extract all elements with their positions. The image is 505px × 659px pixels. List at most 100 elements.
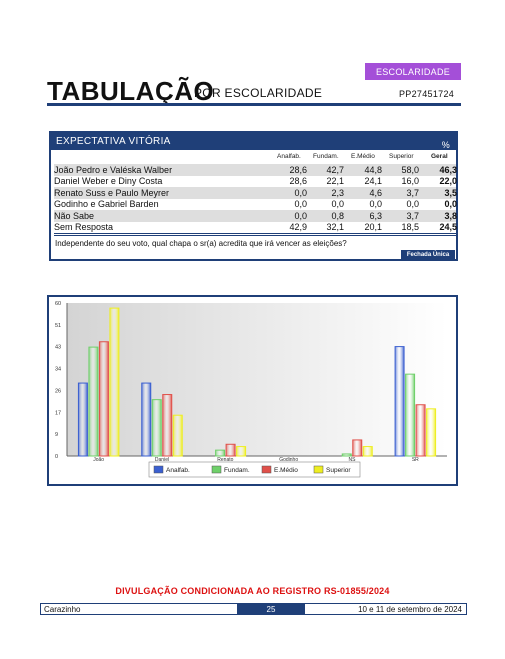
legend-swatch xyxy=(261,465,272,474)
x-tick-label: Renato xyxy=(217,457,233,463)
bar xyxy=(215,449,226,457)
legend-label: Fundam. xyxy=(224,467,250,474)
bar xyxy=(362,446,373,457)
row-geral: 3,5 xyxy=(444,187,457,198)
plot-area xyxy=(67,303,447,456)
x-tick-label: João xyxy=(93,457,104,463)
y-tick-label: 26 xyxy=(55,388,61,394)
row-value: 16,0 xyxy=(401,176,419,187)
row-label: João Pedro e Valéska Walber xyxy=(54,164,173,175)
bar xyxy=(98,341,109,457)
row-value: 3,7 xyxy=(406,187,419,198)
row-label: Não Sabe xyxy=(54,210,95,221)
bar xyxy=(141,382,152,457)
row-geral: 46,3 xyxy=(439,164,457,175)
page-subtitle: POR ESCOLARIDADE xyxy=(194,86,323,100)
row-value: 32,1 xyxy=(326,222,344,233)
registration-disclaimer: DIVULGAÇÃO CONDICIONADA AO REGISTRO RS-0… xyxy=(115,586,390,596)
row-geral: 22,0 xyxy=(439,176,457,187)
bar xyxy=(415,404,426,457)
row-geral: 0,0 xyxy=(444,199,457,210)
bar-chart: 60 51 43 34 26 17 9 0 João Daniel Renato Godinho NS S… xyxy=(47,295,458,486)
legend-box xyxy=(148,461,361,478)
col-head-emedio: E.Médio xyxy=(351,153,375,160)
legend-label: E.Médio xyxy=(274,467,298,474)
legend-label: Analfab. xyxy=(166,467,190,474)
row-value: 0,0 xyxy=(294,210,307,221)
col-head-analfab: Analfab. xyxy=(277,153,301,160)
bar xyxy=(172,414,183,457)
row-label: Renato Suss e Paulo Meyrer xyxy=(54,187,170,198)
bar xyxy=(405,373,416,457)
bar xyxy=(151,399,162,457)
row-value: 0,0 xyxy=(406,199,419,210)
x-tick-label: SR xyxy=(412,457,419,463)
legend-swatch xyxy=(313,465,324,474)
bar xyxy=(394,346,405,457)
footer-date: 10 e 11 de setembro de 2024 xyxy=(358,605,462,614)
footer-city: Carazinho xyxy=(44,605,81,614)
y-tick-label: 0 xyxy=(55,454,58,460)
legend-swatch xyxy=(211,465,222,474)
y-tick-label: 34 xyxy=(55,367,61,373)
bar xyxy=(426,408,437,457)
row-value: 0,0 xyxy=(331,199,344,210)
x-tick-label: Daniel xyxy=(155,457,169,463)
survey-code: PP27451724 xyxy=(399,89,455,99)
question-type-badge: Fechada Única xyxy=(401,250,455,260)
row-geral: 24,5 xyxy=(439,222,457,233)
legend-label: Superior xyxy=(326,467,351,474)
bar xyxy=(236,446,247,457)
bar xyxy=(341,453,352,457)
table-divider xyxy=(54,233,456,234)
table-heading: EXPECTATIVA VITÓRIA % xyxy=(51,133,456,150)
y-tick-label: 17 xyxy=(55,410,61,416)
bar xyxy=(162,394,173,457)
y-tick-label: 60 xyxy=(55,301,61,307)
row-value: 20,1 xyxy=(364,222,382,233)
row-label: Sem Resposta xyxy=(54,222,114,233)
bar-chart-svg: 60 51 43 34 26 17 9 0 João Daniel Renato Godinho NS S… xyxy=(55,301,447,478)
page-footer: Carazinho 25 10 e 11 de setembro de 2024 xyxy=(40,603,467,615)
table-row: Godinho e Gabriel Barden 0,0 0,0 0,0 0,0 0,0 xyxy=(54,199,457,211)
row-value: 42,7 xyxy=(326,164,344,175)
bar xyxy=(88,346,99,457)
row-value: 0,0 xyxy=(294,199,307,210)
row-value: 28,6 xyxy=(289,176,307,187)
bar xyxy=(109,307,120,457)
row-value: 0,8 xyxy=(331,210,344,221)
row-label: Godinho e Gabriel Barden xyxy=(54,199,159,210)
bar xyxy=(225,443,236,457)
row-value: 18,5 xyxy=(401,222,419,233)
y-tick-label: 43 xyxy=(55,345,61,351)
row-value: 0,0 xyxy=(294,187,307,198)
x-tick-label: Godinho xyxy=(279,457,298,463)
row-value: 28,6 xyxy=(289,164,307,175)
table-row: Daniel Weber e Diny Costa 28,6 22,1 24,1 16,… xyxy=(54,176,457,188)
category-badge: ESCOLARIDADE xyxy=(365,63,461,80)
bar xyxy=(352,439,363,457)
table-row: Renato Suss e Paulo Meyrer 0,0 2,3 4,6 3,7 3,… xyxy=(54,187,457,199)
row-value: 6,3 xyxy=(369,210,382,221)
percent-symbol: % xyxy=(441,140,450,150)
bar xyxy=(77,382,88,457)
table-divider xyxy=(54,235,456,236)
row-geral: 3,8 xyxy=(444,210,457,221)
page-number: 25 xyxy=(237,603,305,615)
table-row: Sem Resposta 42,9 32,1 20,1 18,5 24,5 xyxy=(54,222,457,234)
results-table: EXPECTATIVA VITÓRIA % Analfab. Fundam. E… xyxy=(49,131,458,261)
row-value: 2,3 xyxy=(331,187,344,198)
table-row: João Pedro e Valéska Walber 28,6 42,7 44,8 5… xyxy=(54,164,457,176)
col-head-superior: Superior xyxy=(389,153,414,160)
page-title: TABULAÇÃO xyxy=(47,76,215,106)
col-head-geral: Geral xyxy=(431,153,448,160)
question-text: Independente do seu voto, qual chapa o s… xyxy=(55,239,347,248)
row-value: 4,6 xyxy=(369,187,382,198)
x-tick-label: NS xyxy=(349,457,357,463)
row-value: 22,1 xyxy=(326,176,344,187)
row-value: 44,8 xyxy=(364,164,382,175)
y-tick-label: 9 xyxy=(55,432,58,438)
row-value: 3,7 xyxy=(406,210,419,221)
row-value: 42,9 xyxy=(289,222,307,233)
header-rule xyxy=(47,103,461,106)
